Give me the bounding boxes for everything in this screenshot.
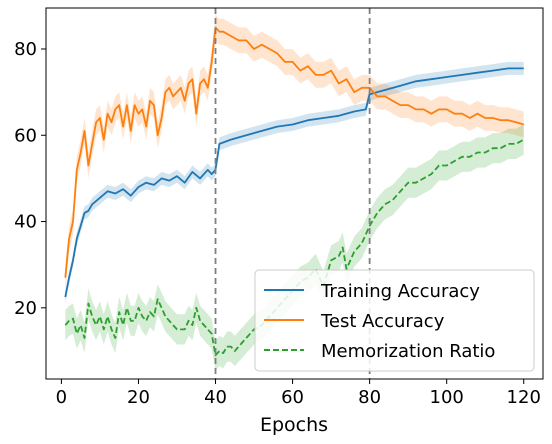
y-tick-label: 80 xyxy=(14,39,37,60)
y-tick-label: 20 xyxy=(14,298,37,319)
legend: Training Accuracy Test Accuracy Memorizati… xyxy=(254,269,535,372)
x-tick-label: 120 xyxy=(507,387,541,408)
training-accuracy-legend-label: Training Accuracy xyxy=(320,281,480,302)
memorization-ratio-line xyxy=(64,138,525,357)
test-accuracy-legend-label: Test Accuracy xyxy=(320,311,445,332)
x-tick-label: 80 xyxy=(358,387,381,408)
x-tick-label: 0 xyxy=(56,387,67,408)
y-ticks: 20 40 60 80 xyxy=(14,39,46,319)
x-tick-label: 20 xyxy=(127,387,150,408)
memorization-ratio-legend-label: Memorization Ratio xyxy=(321,341,495,362)
reference-lines xyxy=(214,8,371,379)
x-ticks: 0 20 40 60 80 100 120 xyxy=(56,379,541,408)
y-tick-label: 60 xyxy=(14,125,37,146)
test-accuracy-band xyxy=(65,14,524,291)
x-tick-label: 60 xyxy=(281,387,304,408)
training-accuracy-line xyxy=(64,67,524,298)
x-axis-title: Epochs xyxy=(260,414,328,436)
x-tick-label: 100 xyxy=(430,387,464,408)
x-tick-label: 40 xyxy=(204,387,227,408)
memorization-ratio-band xyxy=(65,124,524,371)
test-accuracy-line xyxy=(64,26,524,278)
axes-frame xyxy=(45,7,544,380)
legend-box xyxy=(254,269,535,372)
y-tick-label: 40 xyxy=(14,212,37,233)
plot-area-border xyxy=(45,7,544,380)
series-lines xyxy=(64,26,525,357)
